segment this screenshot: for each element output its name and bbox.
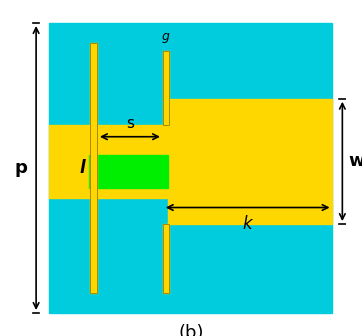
Text: l: l: [79, 159, 85, 177]
Text: g: g: [162, 30, 170, 43]
Bar: [163, 224, 169, 293]
Text: w: w: [349, 153, 362, 170]
Bar: [49, 125, 168, 198]
Bar: [90, 43, 97, 293]
Bar: [49, 23, 332, 313]
Bar: [89, 155, 168, 188]
Text: k: k: [243, 215, 252, 233]
Bar: [168, 99, 332, 224]
Bar: [163, 51, 169, 125]
Text: (b): (b): [178, 324, 204, 336]
Bar: [163, 51, 169, 125]
Bar: [90, 43, 97, 293]
Text: p: p: [15, 159, 28, 177]
Text: s: s: [126, 116, 134, 131]
Bar: [163, 224, 169, 293]
